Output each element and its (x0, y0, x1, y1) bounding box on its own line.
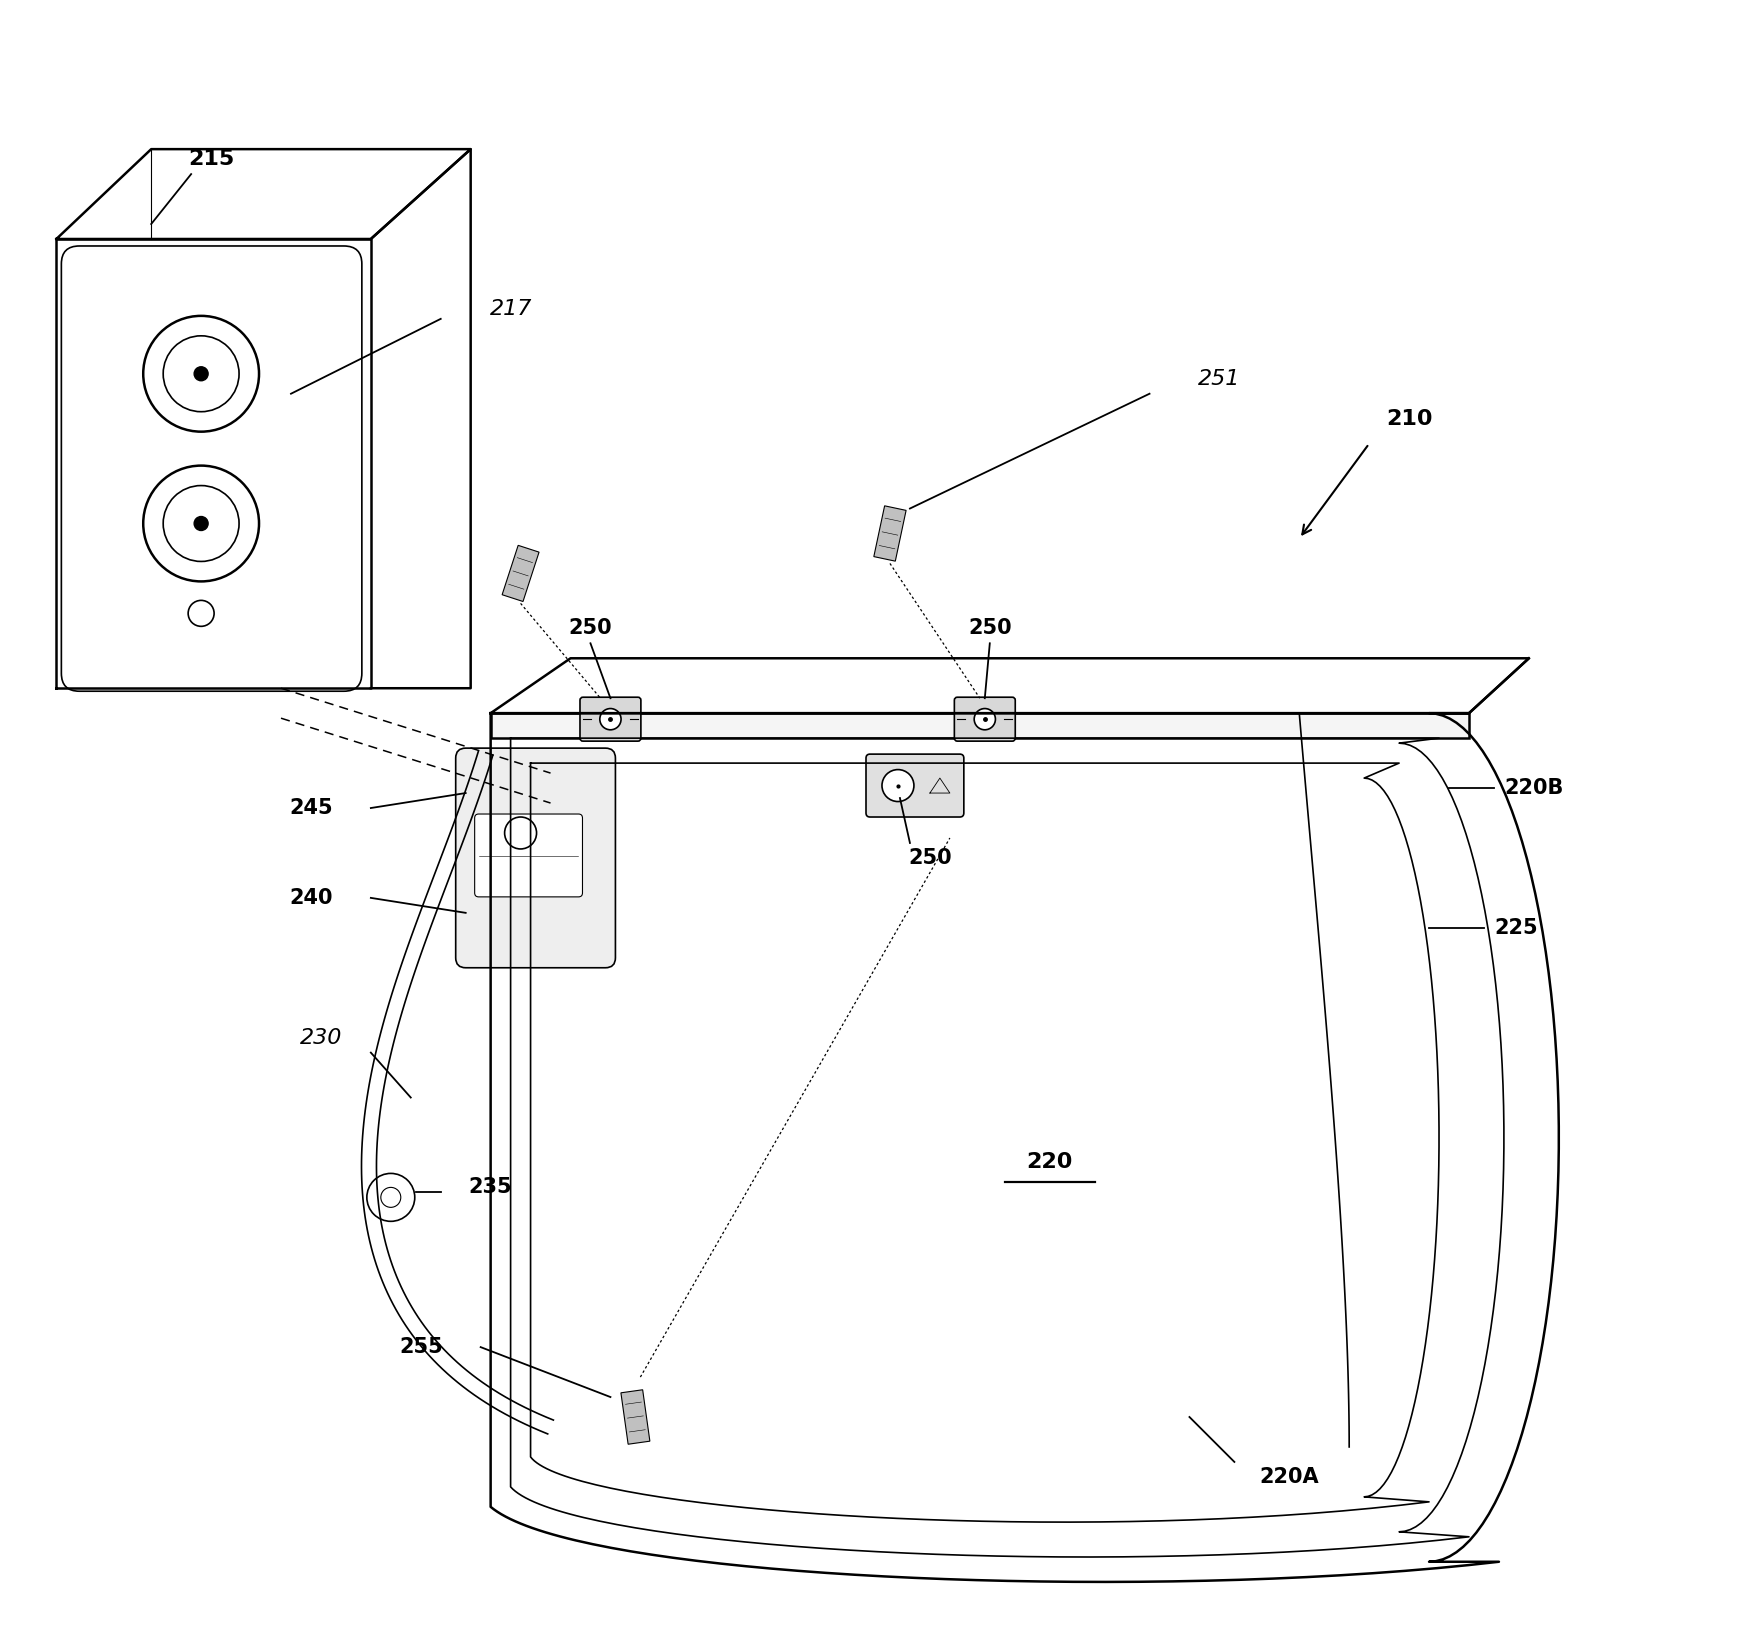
FancyBboxPatch shape (474, 814, 582, 897)
Polygon shape (874, 506, 907, 562)
Text: 251: 251 (1199, 369, 1240, 389)
Text: 220: 220 (1027, 1152, 1073, 1172)
FancyBboxPatch shape (867, 755, 964, 817)
Circle shape (188, 600, 214, 626)
FancyBboxPatch shape (455, 748, 615, 967)
Text: 250: 250 (568, 618, 611, 638)
Circle shape (380, 1188, 401, 1208)
Text: 255: 255 (400, 1337, 443, 1356)
Text: 245: 245 (288, 798, 334, 817)
FancyBboxPatch shape (954, 697, 1014, 742)
Text: 215: 215 (188, 148, 234, 170)
Text: 220A: 220A (1259, 1467, 1318, 1486)
Text: 220B: 220B (1504, 778, 1563, 798)
Polygon shape (490, 714, 1470, 738)
Text: 235: 235 (469, 1177, 512, 1198)
Text: 225: 225 (1494, 918, 1537, 938)
Text: 250: 250 (968, 618, 1011, 638)
Text: 250: 250 (908, 849, 952, 868)
Circle shape (974, 709, 995, 730)
Text: 230: 230 (301, 1028, 342, 1048)
Polygon shape (620, 1389, 650, 1444)
FancyBboxPatch shape (61, 246, 361, 691)
Text: 210: 210 (1386, 409, 1433, 428)
Text: 240: 240 (288, 888, 334, 908)
FancyBboxPatch shape (580, 697, 641, 742)
Circle shape (505, 817, 537, 849)
Circle shape (882, 770, 914, 801)
Circle shape (195, 368, 208, 381)
Circle shape (195, 516, 208, 531)
Circle shape (599, 709, 622, 730)
Circle shape (367, 1173, 415, 1221)
Polygon shape (502, 545, 538, 602)
Text: 217: 217 (490, 298, 532, 318)
